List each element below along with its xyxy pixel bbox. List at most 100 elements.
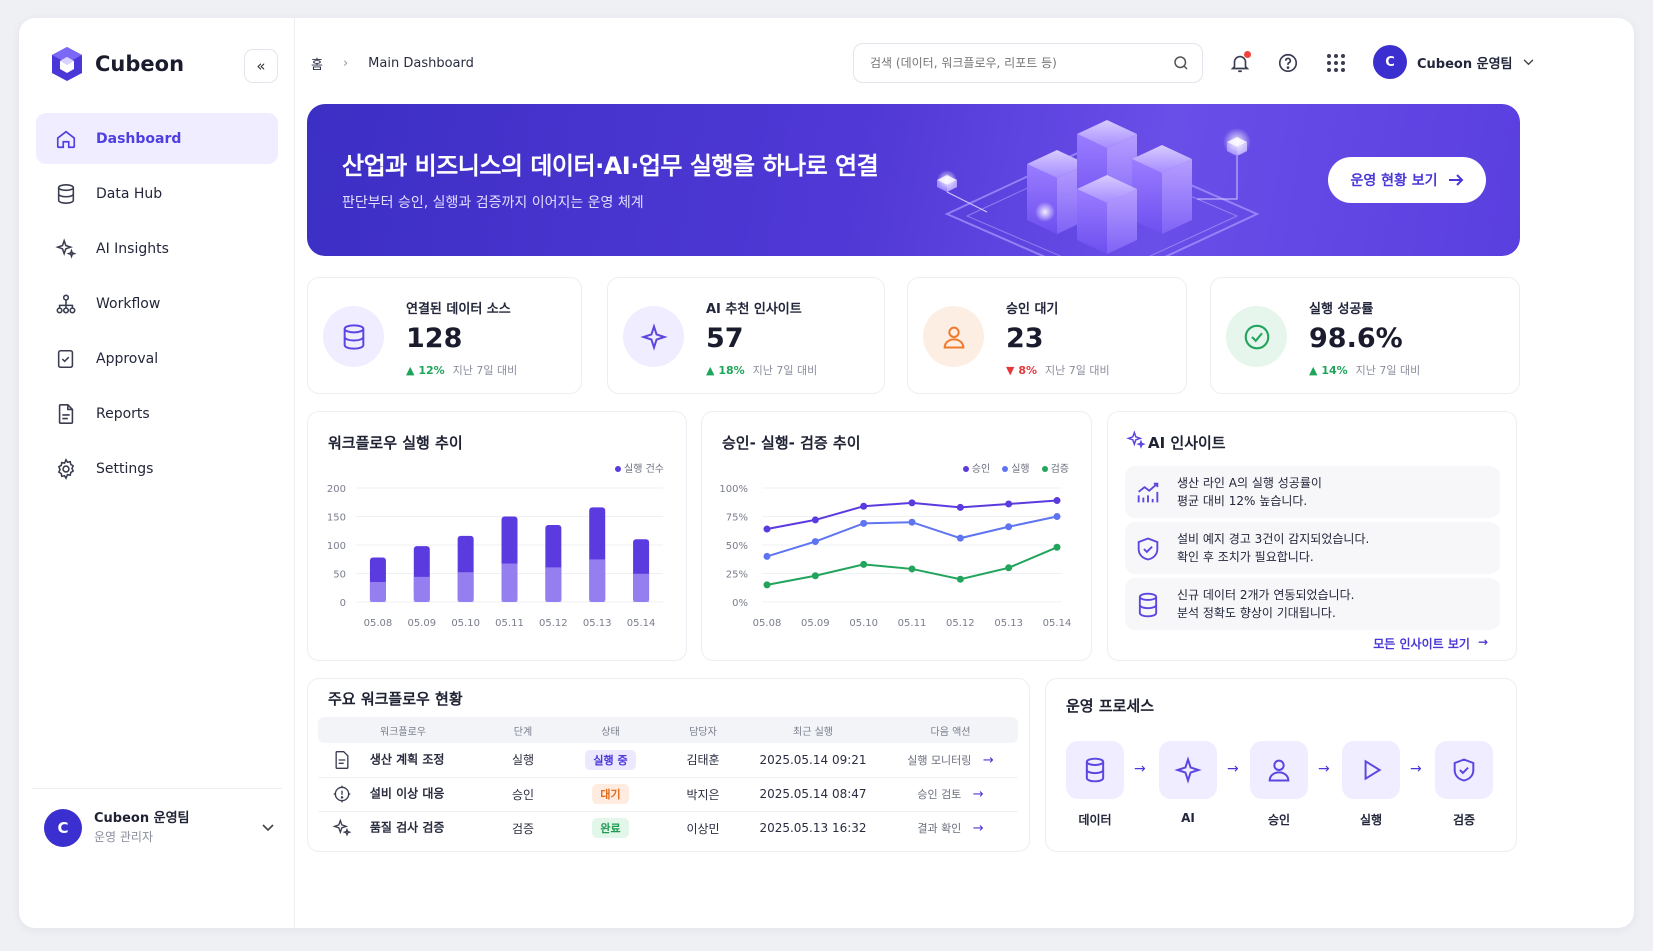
- stat-card-data-sources[interactable]: 연결된 데이터 소스 128 ▲ 12% 지난 7일 대비: [307, 277, 582, 394]
- breadcrumb: 홈 › Main Dashboard: [311, 53, 474, 73]
- table-header-row: 워크플로우 단계 상태 담당자 최근 실행 다음 액션: [318, 717, 1018, 743]
- sidebar-item-reports[interactable]: Reports: [36, 388, 278, 439]
- legend-label: 실행 건수: [624, 464, 664, 475]
- x-tick-label: 05.11: [898, 618, 927, 629]
- help-button[interactable]: [1275, 50, 1301, 76]
- workflow-name-cell: 품질 검사 검증: [318, 811, 488, 845]
- insight-item[interactable]: 설비 예지 경고 3건이 감지되었습니다. 확인 후 조치가 필요합니다.: [1125, 522, 1500, 574]
- process-step-data[interactable]: 데이터: [1066, 741, 1124, 828]
- stat-card-success-rate[interactable]: 실행 성공률 98.6% ▲ 14% 지난 7일 대비: [1210, 277, 1520, 394]
- data-point: [1005, 500, 1013, 508]
- stat-icon-bg: [1226, 306, 1287, 367]
- arrow-right-icon: [1448, 174, 1463, 186]
- line-chart: 100% 75% 50% 25% 0% 05.08 05.09 05.10 05.11 05.12…: [719, 484, 1071, 629]
- column-header: 다음 액션: [883, 717, 1018, 743]
- ai-insights-panel: AI 인사이트 생산 라인 A의 실행 성공률이 평균 대비 12% 높습니다. …: [1107, 411, 1517, 661]
- double-chevron-left-icon: «: [256, 57, 266, 75]
- notifications-button[interactable]: [1227, 50, 1253, 76]
- shield-check-icon: [1137, 537, 1159, 561]
- bar-lower-segment: [633, 573, 650, 602]
- arrow-right-icon[interactable]: →: [982, 752, 994, 768]
- collapse-sidebar-button[interactable]: «: [244, 49, 278, 83]
- stat-delta-note: 지난 7일 대비: [1045, 364, 1110, 377]
- data-point: [860, 519, 868, 527]
- last-run-cell: 2025.05.14 08:47: [743, 777, 883, 812]
- x-tick-label: 05.09: [801, 618, 830, 629]
- data-point: [763, 581, 771, 589]
- data-point: [1053, 513, 1061, 520]
- data-point: [1005, 564, 1013, 572]
- insight-item[interactable]: 신규 데이터 2개가 연동되었습니다. 분석 정확도 향상이 기대됩니다.: [1125, 578, 1500, 630]
- process-step-approval[interactable]: 승인: [1250, 741, 1308, 828]
- status-cell: 대기: [558, 777, 663, 812]
- sidebar: Cubeon « Dashboard Data Hub AI Insights …: [19, 18, 295, 928]
- chart-legend: 승인 실행 검증: [962, 460, 1069, 475]
- stat-delta: ▲ 14% 지난 7일 대비: [1309, 362, 1420, 378]
- workflow-name-cell: 생산 계획 조정: [318, 743, 488, 778]
- data-point: [908, 565, 916, 573]
- column-header: 담당자: [663, 717, 743, 743]
- search-icon[interactable]: [1172, 54, 1190, 75]
- x-tick-label: 05.08: [364, 618, 393, 629]
- database-icon: [1138, 592, 1158, 618]
- arrow-right-icon[interactable]: →: [972, 787, 984, 802]
- view-all-insights-link[interactable]: 모든 인사이트 보기 →: [1373, 635, 1488, 652]
- sidebar-item-dashboard[interactable]: Dashboard: [36, 113, 278, 164]
- stat-delta-note: 지난 7일 대비: [1355, 364, 1421, 377]
- sidebar-user-menu[interactable]: C Cubeon 운영팀 운영 관리자: [32, 788, 282, 847]
- status-cell: 실행 중: [558, 743, 663, 778]
- stat-card-pending-approval[interactable]: 승인 대기 23 ▼ 8% 지난 7일 대비: [907, 277, 1187, 394]
- sidebar-item-label: Approval: [96, 350, 159, 367]
- insight-line2: 평균 대비 12% 높습니다.: [1177, 494, 1308, 508]
- table-row[interactable]: 품질 검사 검증 검증 완료 이상민 2025.05.13 16:32 결과 확…: [318, 811, 1018, 845]
- logo[interactable]: Cubeon: [51, 46, 184, 82]
- x-tick-label: 05.10: [451, 618, 480, 629]
- table-row[interactable]: 설비 이상 대응 승인 대기 박지은 2025.05.14 08:47 승인 검…: [318, 777, 1018, 812]
- sidebar-item-data-hub[interactable]: Data Hub: [36, 168, 278, 219]
- x-tick-label: 05.09: [407, 618, 436, 629]
- stat-value: 57: [706, 323, 744, 354]
- sidebar-item-approval[interactable]: Approval: [36, 333, 278, 384]
- database-icon: [54, 182, 78, 206]
- sparkle-icon: [1126, 430, 1146, 449]
- panel-title: 운영 프로세스: [1066, 697, 1155, 715]
- arrow-right-icon[interactable]: →: [972, 821, 984, 837]
- data-point: [1005, 523, 1013, 531]
- breadcrumb-home[interactable]: 홈: [311, 57, 323, 73]
- view-operations-button[interactable]: 운영 현황 보기: [1328, 157, 1486, 203]
- process-step-label: 승인: [1267, 813, 1291, 827]
- column-header: 워크플로우: [318, 717, 488, 743]
- hero-banner: 산업과 비즈니스의 데이터·AI·업무 실행을 하나로 연결 판단부터 승인, …: [307, 104, 1520, 256]
- sidebar-item-label: Settings: [96, 460, 154, 477]
- data-point: [763, 525, 771, 533]
- process-step-ai[interactable]: AI: [1159, 741, 1217, 825]
- stat-delta: ▼ 8% 지난 7일 대비: [1006, 362, 1110, 378]
- process-step-verify[interactable]: 검증: [1435, 741, 1493, 828]
- brand-name: Cubeon: [95, 52, 185, 76]
- status-badge: 대기: [592, 784, 629, 804]
- data-point: [811, 516, 819, 524]
- sidebar-item-ai-insights[interactable]: AI Insights: [36, 223, 278, 274]
- sidebar-item-workflow[interactable]: Workflow: [36, 278, 278, 329]
- sidebar-item-settings[interactable]: Settings: [36, 443, 278, 494]
- stat-delta: ▲ 12% 지난 7일 대비: [406, 362, 517, 378]
- link-label: 모든 인사이트 보기: [1373, 637, 1470, 651]
- header-user-menu[interactable]: C Cubeon 운영팀: [1373, 45, 1534, 79]
- apps-button[interactable]: [1323, 50, 1349, 76]
- arrow-right-icon: →: [1477, 635, 1488, 649]
- y-tick-label: 75%: [726, 513, 748, 524]
- search-box[interactable]: [853, 43, 1203, 83]
- user-role: 운영 관리자: [94, 830, 154, 844]
- y-tick-label: 100%: [719, 484, 748, 495]
- last-run-cell: 2025.05.14 09:21: [743, 743, 883, 778]
- insight-item[interactable]: 생산 라인 A의 실행 성공률이 평균 대비 12% 높습니다.: [1125, 466, 1500, 518]
- table-row[interactable]: 생산 계획 조정 실행 실행 중 김태훈 2025.05.14 09:21 실행…: [318, 743, 1018, 778]
- help-icon: [1278, 53, 1298, 73]
- insight-line2: 분석 정확도 향상이 기대됩니다.: [1177, 606, 1336, 620]
- workflow-name: 품질 검사 검증: [369, 820, 445, 835]
- stat-icon-bg: [623, 306, 684, 367]
- search-input[interactable]: [870, 56, 1160, 70]
- process-step-execute[interactable]: 실행: [1342, 741, 1400, 828]
- stat-card-ai-insights[interactable]: AI 추천 인사이트 57 ▲ 18% 지난 7일 대비: [607, 277, 885, 394]
- bar-chart: 200 150 100 50 0 05.08 05.09 05.10 05.11 05.12 05.…: [327, 484, 663, 629]
